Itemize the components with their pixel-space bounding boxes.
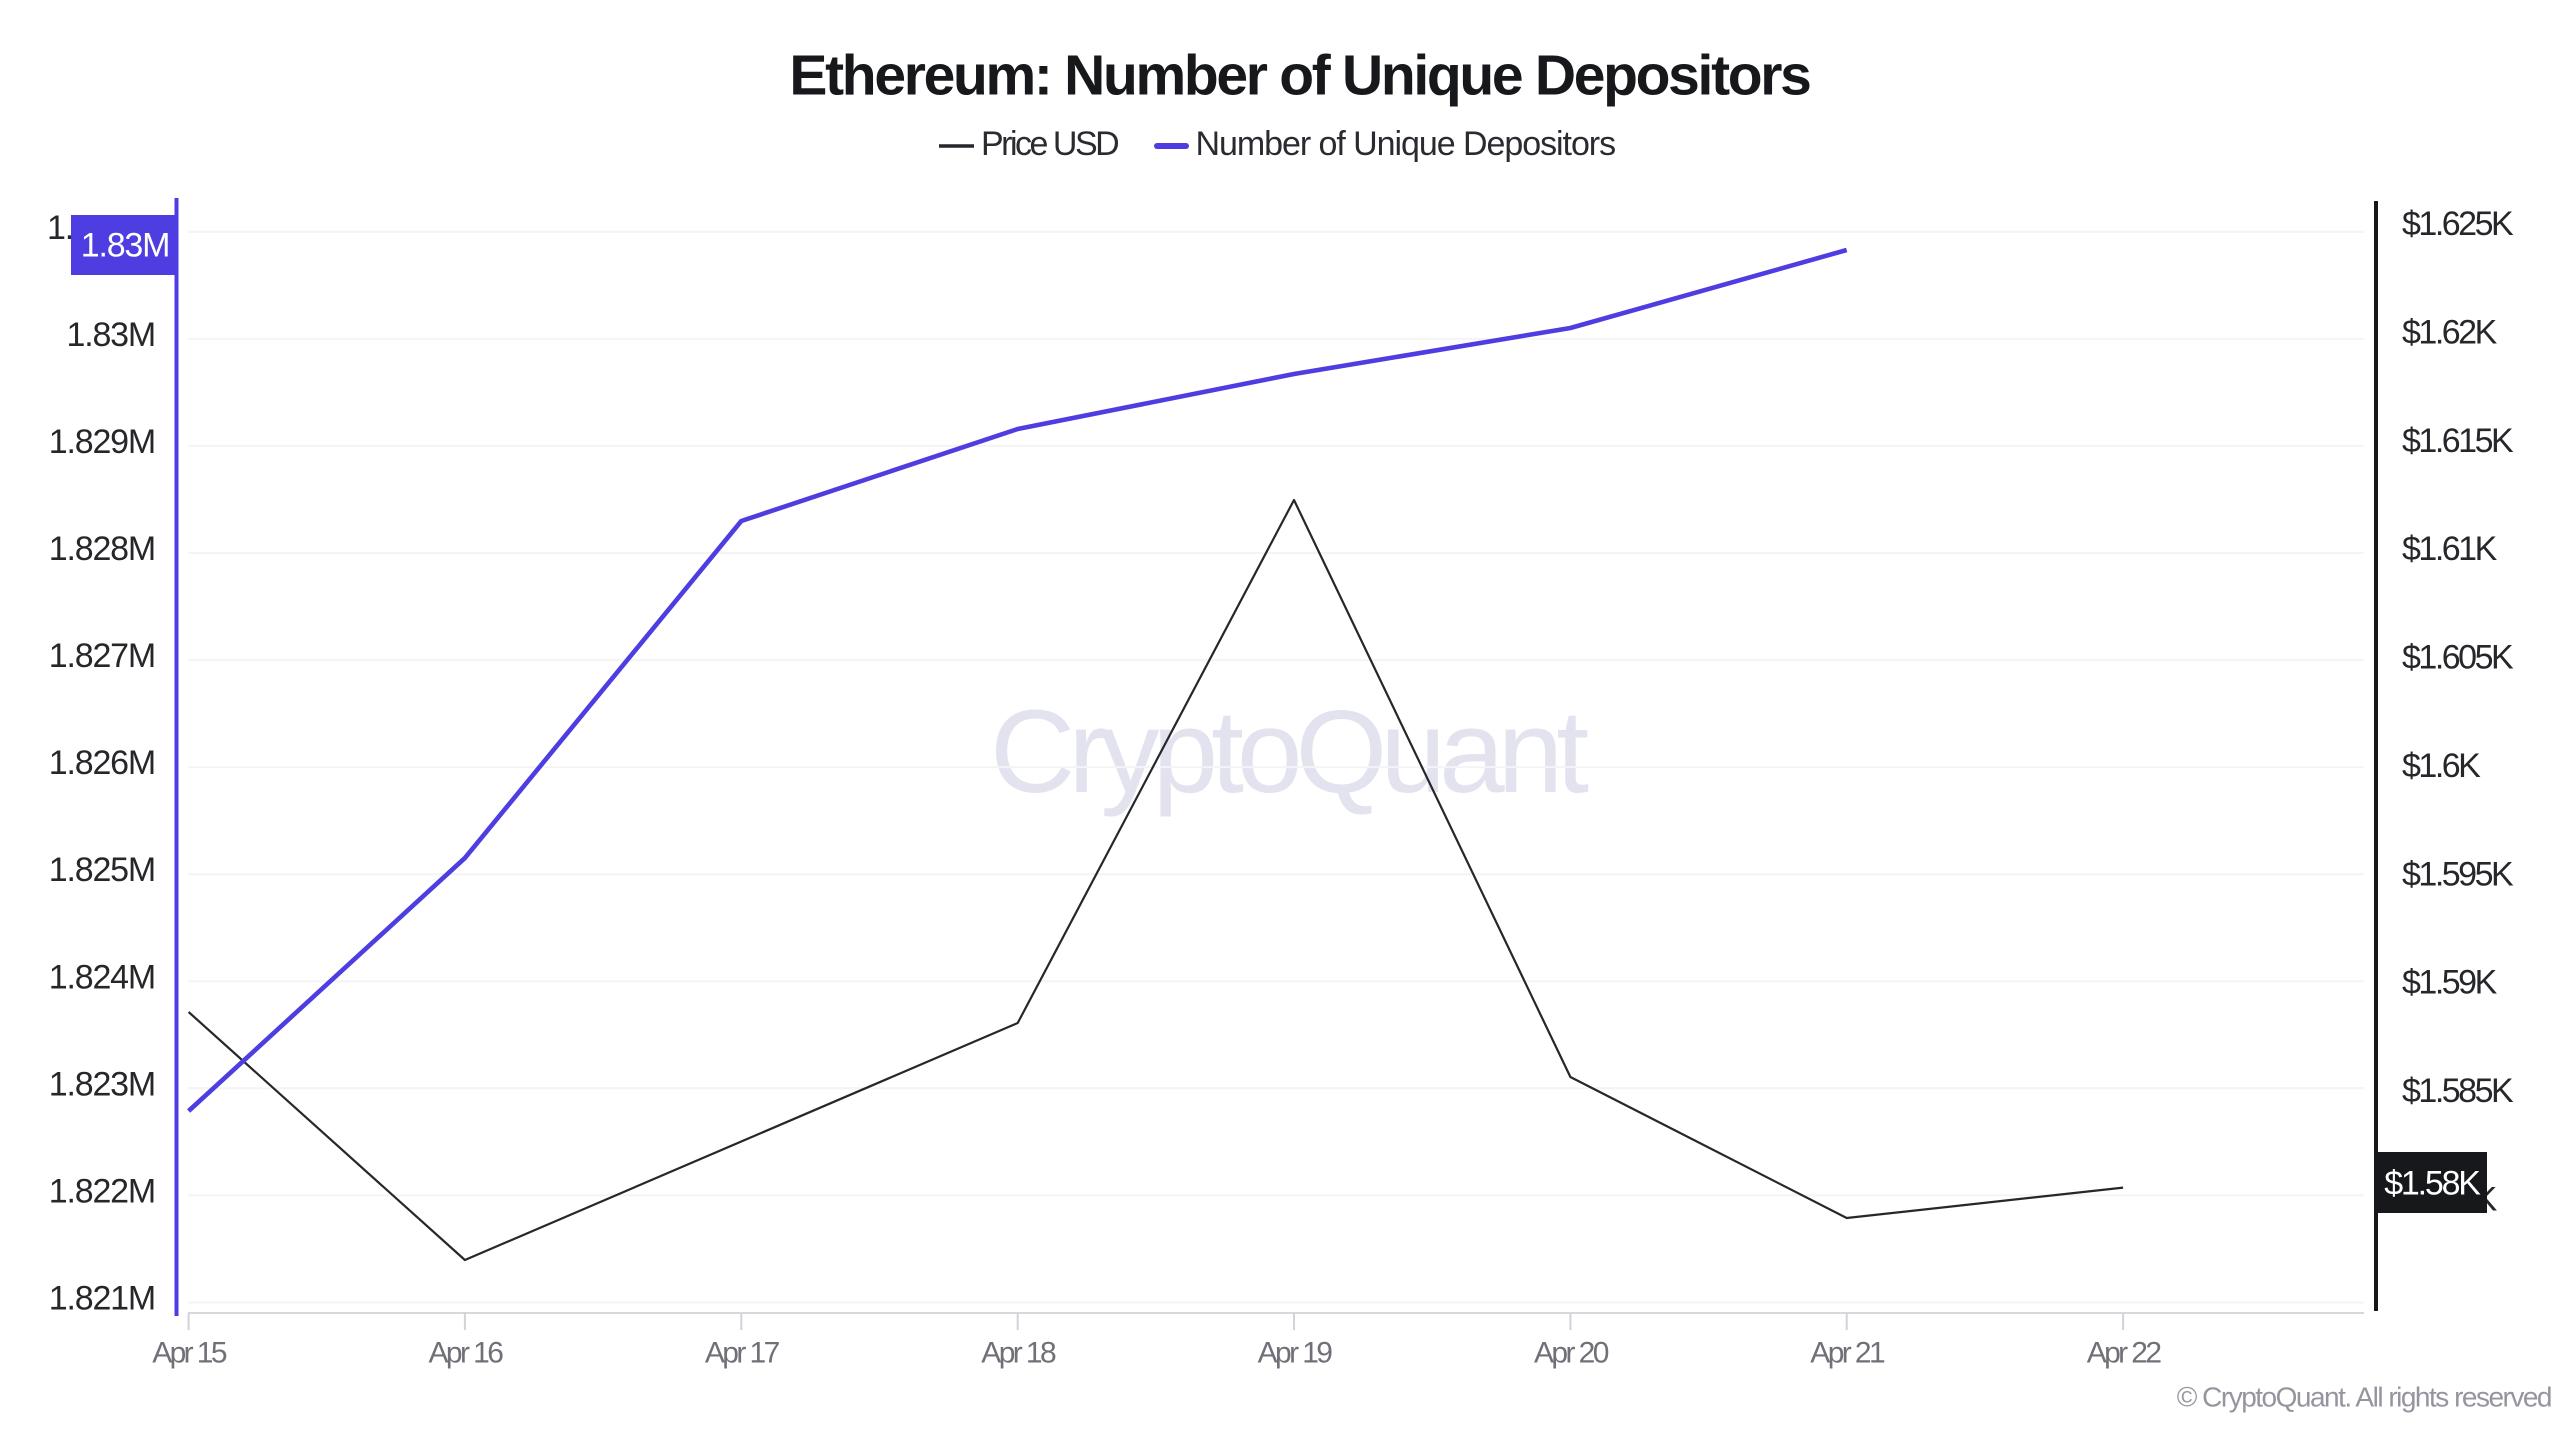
svg-text:Number of Unique Depositors: Number of Unique Depositors	[1196, 125, 1616, 163]
svg-text:$1.585K: $1.585K	[2402, 1072, 2514, 1110]
svg-text:Apr 19: Apr 19	[1258, 1337, 1333, 1370]
svg-text:1.822M: 1.822M	[49, 1172, 155, 1210]
svg-text:1.827M: 1.827M	[49, 637, 155, 675]
svg-text:1.825M: 1.825M	[49, 851, 155, 889]
svg-text:1.824M: 1.824M	[49, 958, 155, 996]
svg-text:$1.595K: $1.595K	[2402, 855, 2514, 893]
svg-text:Apr 20: Apr 20	[1534, 1337, 1609, 1370]
svg-text:Apr 18: Apr 18	[981, 1337, 1056, 1370]
svg-text:$1.605K: $1.605K	[2402, 639, 2514, 677]
svg-text:Apr 17: Apr 17	[705, 1337, 780, 1370]
svg-text:Apr 16: Apr 16	[429, 1337, 504, 1370]
svg-text:Apr 22: Apr 22	[2087, 1337, 2162, 1370]
svg-text:1.83M: 1.83M	[67, 316, 156, 354]
svg-text:$1.615K: $1.615K	[2402, 422, 2514, 460]
svg-text:$1.6K: $1.6K	[2402, 747, 2481, 785]
svg-text:1.: 1.	[47, 209, 73, 247]
svg-text:1.83M: 1.83M	[81, 227, 170, 265]
svg-text:1.829M: 1.829M	[49, 423, 155, 461]
svg-text:© CryptoQuant. All rights rese: © CryptoQuant. All rights reserved	[2177, 1382, 2551, 1413]
svg-text:CryptoQuant: CryptoQuant	[990, 686, 1588, 818]
svg-text:1.821M: 1.821M	[49, 1280, 155, 1318]
svg-text:$1.59K: $1.59K	[2402, 964, 2498, 1002]
svg-text:$1.62K: $1.62K	[2402, 314, 2498, 352]
svg-text:Apr 21: Apr 21	[1810, 1337, 1885, 1370]
svg-text:$1.625K: $1.625K	[2402, 205, 2514, 243]
svg-text:1.823M: 1.823M	[49, 1065, 155, 1103]
svg-text:$1.61K: $1.61K	[2402, 530, 2498, 568]
svg-text:Price USD: Price USD	[981, 125, 1118, 163]
svg-text:Ethereum: Number of Unique Dep: Ethereum: Number of Unique Depositors	[789, 44, 1810, 108]
svg-text:1.826M: 1.826M	[49, 744, 155, 782]
svg-text:Apr 15: Apr 15	[152, 1337, 227, 1370]
svg-text:$1.58K: $1.58K	[2384, 1165, 2481, 1203]
svg-text:1.828M: 1.828M	[49, 530, 155, 568]
